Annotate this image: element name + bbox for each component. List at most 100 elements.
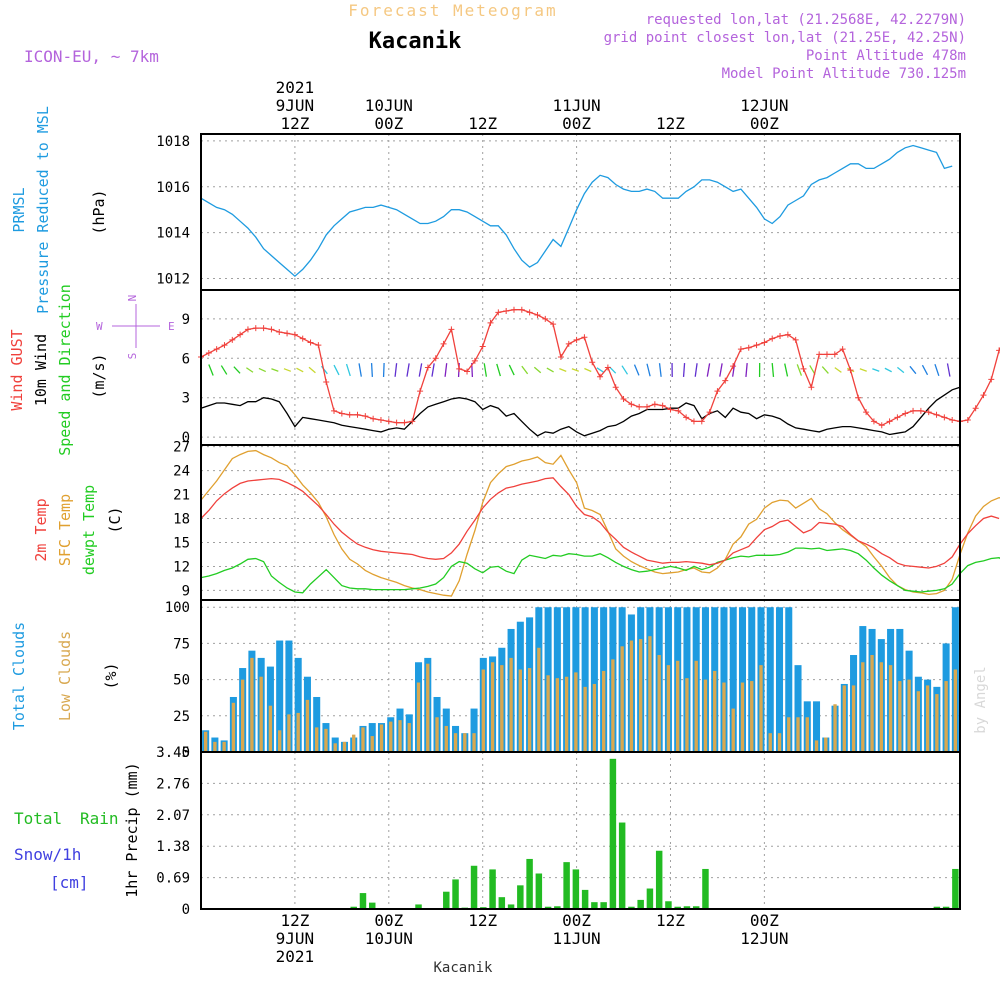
wind-gust-marker xyxy=(206,350,212,356)
low-cloud-bar xyxy=(519,669,522,752)
wind-10m-label: 10m Wind xyxy=(32,334,50,406)
wind-gust-marker xyxy=(519,307,525,313)
low-cloud-bar xyxy=(880,662,883,752)
low-cloud-bar xyxy=(954,669,957,752)
wind-direction-arrow xyxy=(634,365,638,376)
low-cloud-bar xyxy=(297,713,300,752)
wind-gust-marker xyxy=(980,392,986,398)
low-cloud-bar xyxy=(611,659,614,752)
wind-gust-marker xyxy=(253,325,259,331)
low-cloud-bar xyxy=(815,740,818,752)
wind-direction-arrow xyxy=(622,366,628,375)
low-cloud-bar xyxy=(250,658,253,752)
wind-gust-marker xyxy=(691,418,697,424)
wind-frame xyxy=(201,290,960,445)
pressure-unit-label: (hPa) xyxy=(90,189,108,234)
wind-direction-arrow xyxy=(822,367,828,374)
low-cloud-bar xyxy=(324,729,327,752)
low-cloud-bar xyxy=(843,685,846,752)
wind-direction-arrow xyxy=(707,363,709,376)
wind-gust-marker xyxy=(214,346,220,352)
pressure-label-prmsl: PRMSL xyxy=(10,187,28,232)
wind-direction-arrow xyxy=(860,369,867,371)
low-cloud-bar xyxy=(454,733,457,752)
low-cloud-bar xyxy=(695,661,698,752)
wind-gust-marker xyxy=(448,326,454,332)
low-cloud-bar xyxy=(232,703,235,752)
model-altitude: Model Point Altitude 730.125m xyxy=(722,66,966,82)
low-cloud-bar xyxy=(639,639,642,752)
wind-gust-marker xyxy=(480,343,486,349)
wind-gust-marker xyxy=(738,346,744,352)
wind-direction-arrow xyxy=(359,363,361,376)
wind-direction-arrow xyxy=(221,366,226,375)
low-cloud-bar xyxy=(361,727,364,752)
gridpoint-coords: grid point closest lon,lat (21.25E, 42.2… xyxy=(604,30,966,46)
wind-gust-marker xyxy=(503,308,509,314)
precip-rain-label: Rain xyxy=(80,809,119,828)
wind-direction-arrow xyxy=(935,364,939,376)
precip-bar xyxy=(526,859,532,909)
y-tick-label: 15 xyxy=(173,535,190,551)
wind-direction-arrow xyxy=(372,363,373,377)
wind-direction-arrow xyxy=(284,369,291,372)
temp-dewpt-label: dewpt Temp xyxy=(80,485,98,575)
y-tick-label: 1012 xyxy=(156,272,190,288)
low-cloud-bar xyxy=(509,658,512,752)
low-cloud-bar xyxy=(334,743,337,752)
low-cloud-bar xyxy=(620,646,623,752)
wind-direction-arrow xyxy=(785,364,788,377)
low-cloud-bar xyxy=(565,677,568,752)
bottom-time-label: 9JUN xyxy=(276,929,315,948)
y-tick-label: 0 xyxy=(182,902,190,918)
wind-direction-arrow xyxy=(947,363,949,376)
top-time-label: 9JUN xyxy=(276,96,315,115)
dewpoint-line xyxy=(201,548,1000,593)
precip-bar xyxy=(591,902,597,909)
wind-unit-label: (m/s) xyxy=(90,353,108,398)
wind-direction-arrow xyxy=(509,365,514,375)
location-title: Kacanik xyxy=(369,29,462,54)
wind-direction-arrow xyxy=(584,368,591,371)
total-clouds-label: Total Clouds xyxy=(10,622,28,730)
low-cloud-bar xyxy=(787,717,790,752)
low-cloud-bar xyxy=(769,733,772,752)
precip-bar xyxy=(702,869,708,909)
precip-frame xyxy=(201,752,960,909)
wind-direction-arrow xyxy=(910,366,916,373)
y-tick-label: 0.69 xyxy=(156,871,190,887)
low-cloud-bar xyxy=(546,675,549,752)
wind-gust-marker xyxy=(910,408,916,414)
wind-gust-marker xyxy=(847,367,853,373)
low-cloud-bar xyxy=(213,742,216,752)
wind-direction-arrow xyxy=(445,363,447,377)
wind-gust-marker xyxy=(652,401,658,407)
low-cloud-bar xyxy=(593,684,596,752)
clouds-unit-label: (%) xyxy=(102,662,120,689)
y-tick-label: 1016 xyxy=(156,180,190,196)
wind-gust-label: Wind GUST xyxy=(8,329,26,410)
low-cloud-bar xyxy=(583,687,586,752)
wind-gust-marker xyxy=(347,412,353,418)
wind-direction-arrow xyxy=(772,363,773,377)
compass-north-label: N xyxy=(126,295,139,302)
wind-gust-marker xyxy=(816,351,822,357)
y-tick-label: 18 xyxy=(173,512,190,528)
low-cloud-bar xyxy=(796,717,799,752)
low-cloud-bar xyxy=(722,683,725,752)
wind-gust-marker xyxy=(370,416,376,422)
precip-bar xyxy=(647,889,653,909)
bottom-time-label: 00Z xyxy=(750,911,779,930)
wind-gust-marker xyxy=(761,340,767,346)
compass-west-label: W xyxy=(96,320,103,333)
wind-direction-arrow xyxy=(660,363,662,377)
low-cloud-bar xyxy=(648,636,651,752)
precip-bar xyxy=(360,893,366,909)
y-tick-label: 2.07 xyxy=(156,808,190,824)
temp-sfc-label: SFC Temp xyxy=(56,494,74,566)
precip-bar xyxy=(536,874,542,909)
wind-gust-marker xyxy=(558,354,564,360)
